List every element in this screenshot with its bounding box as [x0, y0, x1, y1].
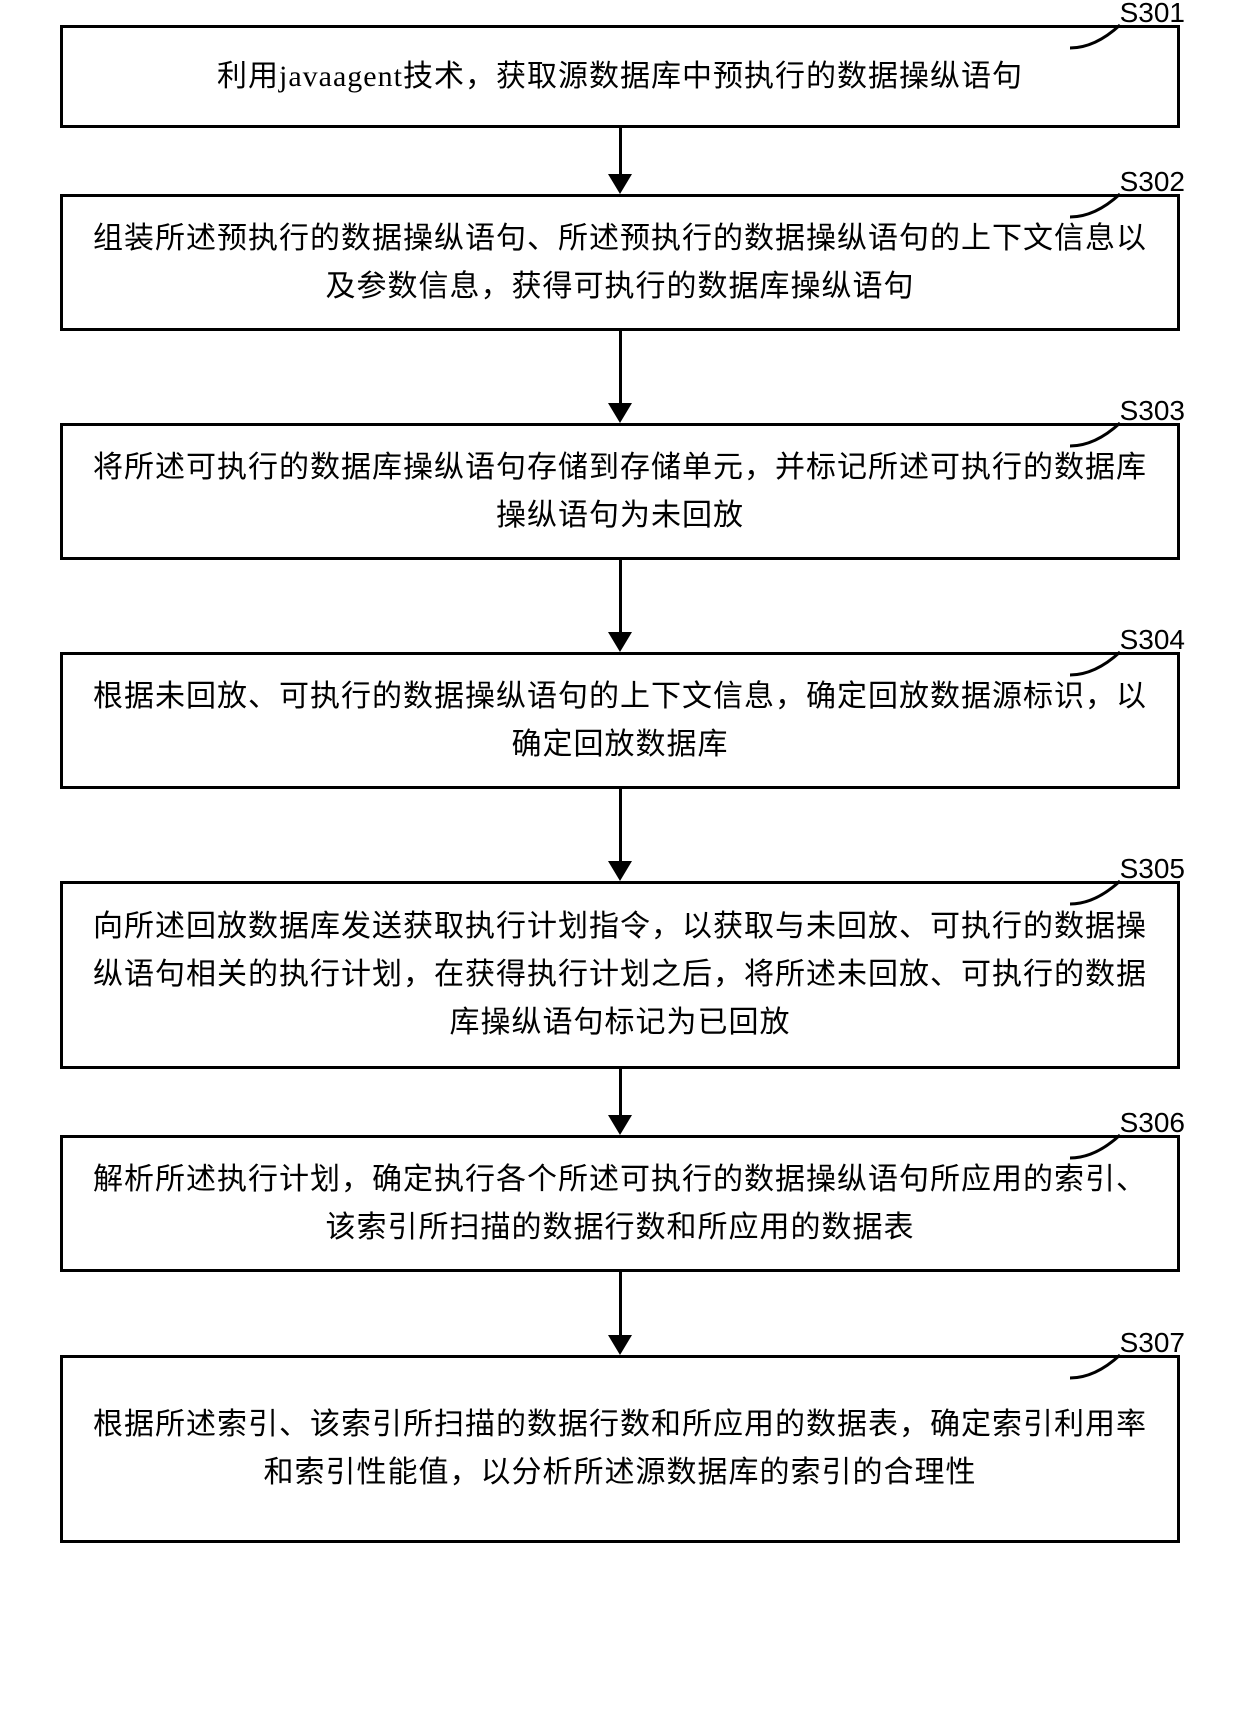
step-label: S306: [1120, 1107, 1185, 1139]
step-text: 根据所述索引、该索引所扫描的数据行数和所应用的数据表，确定索引利用率和索引性能值…: [93, 1401, 1147, 1497]
step-text: 将所述可执行的数据库操纵语句存储到存储单元，并标记所述可执行的数据库操纵语句为未…: [93, 444, 1147, 540]
step-label: S302: [1120, 166, 1185, 198]
step-container: S302 组装所述预执行的数据操纵语句、所述预执行的数据操纵语句的上下文信息以及…: [60, 194, 1180, 331]
leader-line-icon: [1070, 1130, 1125, 1160]
step-label: S304: [1120, 624, 1185, 656]
step-text: 向所述回放数据库发送获取执行计划指令，以获取与未回放、可执行的数据操纵语句相关的…: [93, 903, 1147, 1047]
step-container: S303 将所述可执行的数据库操纵语句存储到存储单元，并标记所述可执行的数据库操…: [60, 423, 1180, 560]
flowchart-container: S301 利用javaagent技术，获取源数据库中预执行的数据操纵语句 S30…: [60, 25, 1180, 1543]
step-container: S305 向所述回放数据库发送获取执行计划指令，以获取与未回放、可执行的数据操纵…: [60, 881, 1180, 1069]
step-box: 利用javaagent技术，获取源数据库中预执行的数据操纵语句: [60, 25, 1180, 128]
leader-line-icon: [1070, 1350, 1125, 1380]
step-box: 将所述可执行的数据库操纵语句存储到存储单元，并标记所述可执行的数据库操纵语句为未…: [60, 423, 1180, 560]
leader-line-icon: [1070, 20, 1125, 50]
step-box: 根据未回放、可执行的数据操纵语句的上下文信息，确定回放数据源标识，以确定回放数据…: [60, 652, 1180, 789]
leader-line-icon: [1070, 647, 1125, 677]
leader-line-icon: [1070, 418, 1125, 448]
arrow: [60, 128, 1180, 194]
step-label: S303: [1120, 395, 1185, 427]
arrow: [60, 331, 1180, 423]
step-container: S306 解析所述执行计划，确定执行各个所述可执行的数据操纵语句所应用的索引、该…: [60, 1135, 1180, 1272]
step-box: 解析所述执行计划，确定执行各个所述可执行的数据操纵语句所应用的索引、该索引所扫描…: [60, 1135, 1180, 1272]
step-text: 组装所述预执行的数据操纵语句、所述预执行的数据操纵语句的上下文信息以及参数信息，…: [93, 215, 1147, 311]
leader-line-icon: [1070, 876, 1125, 906]
step-box: 向所述回放数据库发送获取执行计划指令，以获取与未回放、可执行的数据操纵语句相关的…: [60, 881, 1180, 1069]
step-text: 利用javaagent技术，获取源数据库中预执行的数据操纵语句: [217, 53, 1023, 101]
step-label: S307: [1120, 1327, 1185, 1359]
leader-line-icon: [1070, 189, 1125, 219]
step-box: 组装所述预执行的数据操纵语句、所述预执行的数据操纵语句的上下文信息以及参数信息，…: [60, 194, 1180, 331]
step-container: S301 利用javaagent技术，获取源数据库中预执行的数据操纵语句: [60, 25, 1180, 128]
arrow: [60, 1272, 1180, 1355]
step-label: S305: [1120, 853, 1185, 885]
step-container: S307 根据所述索引、该索引所扫描的数据行数和所应用的数据表，确定索引利用率和…: [60, 1355, 1180, 1543]
step-label: S301: [1120, 0, 1185, 29]
step-container: S304 根据未回放、可执行的数据操纵语句的上下文信息，确定回放数据源标识，以确…: [60, 652, 1180, 789]
arrow: [60, 560, 1180, 652]
step-text: 解析所述执行计划，确定执行各个所述可执行的数据操纵语句所应用的索引、该索引所扫描…: [93, 1156, 1147, 1252]
step-box: 根据所述索引、该索引所扫描的数据行数和所应用的数据表，确定索引利用率和索引性能值…: [60, 1355, 1180, 1543]
step-text: 根据未回放、可执行的数据操纵语句的上下文信息，确定回放数据源标识，以确定回放数据…: [93, 673, 1147, 769]
arrow: [60, 1069, 1180, 1135]
arrow: [60, 789, 1180, 881]
